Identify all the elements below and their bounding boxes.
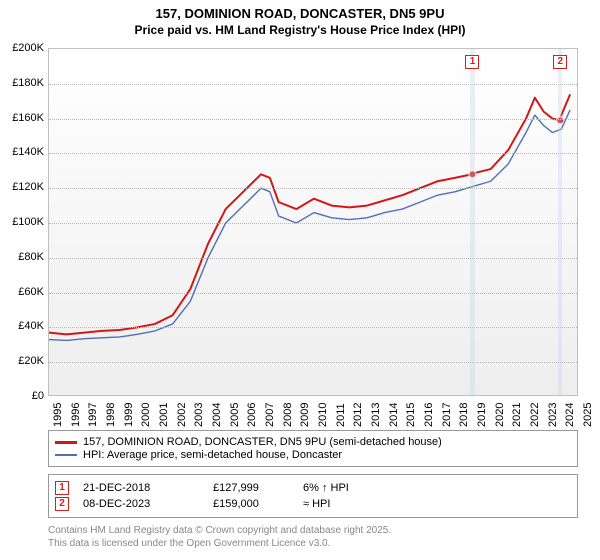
legend-swatch	[55, 454, 77, 456]
x-axis-tick-label: 1995	[52, 403, 64, 427]
x-axis-tick-label: 2020	[494, 403, 506, 427]
x-axis-tick-label: 2012	[352, 403, 364, 427]
sale-date: 08-DEC-2023	[83, 498, 213, 510]
x-axis-tick-label: 2022	[529, 403, 541, 427]
x-axis-tick-label: 2024	[564, 403, 576, 427]
y-axis-tick-label: £180K	[12, 77, 44, 89]
legend-item: 157, DOMINION ROAD, DONCASTER, DN5 9PU (…	[55, 436, 571, 448]
x-axis-tick-label: 2008	[282, 403, 294, 427]
x-axis-tick-label: 2002	[176, 403, 188, 427]
x-axis-tick-label: 2005	[229, 403, 241, 427]
x-axis-tick-label: 2010	[317, 403, 329, 427]
y-axis-tick-label: £60K	[18, 286, 44, 298]
legend-label: 157, DOMINION ROAD, DONCASTER, DN5 9PU (…	[83, 436, 442, 448]
x-axis-tick-label: 2001	[158, 403, 170, 427]
footnote-line-2: This data is licensed under the Open Gov…	[48, 537, 578, 550]
y-axis-tick-label: £40K	[18, 320, 44, 332]
x-axis-tick-label: 2015	[405, 403, 417, 427]
chart-title-line-2: Price paid vs. HM Land Registry's House …	[0, 23, 600, 37]
x-axis-tick-label: 2014	[388, 403, 400, 427]
chart-title-line-1: 157, DOMINION ROAD, DONCASTER, DN5 9PU	[0, 6, 600, 21]
x-axis-tick-label: 2011	[335, 403, 347, 427]
y-axis-tick-label: £140K	[12, 146, 44, 158]
x-axis-tick-label: 2003	[193, 403, 205, 427]
x-axis-tick-label: 2025	[582, 403, 594, 427]
sale-marker-icon: 1	[55, 481, 69, 495]
x-axis-tick-label: 1997	[87, 403, 99, 427]
x-axis-tick-label: 2007	[264, 403, 276, 427]
y-axis-tick-label: £80K	[18, 251, 44, 263]
legend-label: HPI: Average price, semi-detached house,…	[83, 449, 342, 461]
x-axis-tick-label: 2021	[511, 403, 523, 427]
sales-table: 1 21-DEC-2018 £127,999 6% ↑ HPI 2 08-DEC…	[48, 474, 578, 518]
x-axis-tick-label: 1999	[123, 403, 135, 427]
footnote-line-1: Contains HM Land Registry data © Crown c…	[48, 524, 578, 537]
y-axis-tick-label: £20K	[18, 355, 44, 367]
sale-date: 21-DEC-2018	[83, 482, 213, 494]
x-axis-tick-label: 2000	[140, 403, 152, 427]
sale-marker-icon: 1	[465, 55, 479, 69]
y-axis-tick-label: £0	[32, 390, 44, 402]
x-axis-tick-label: 2006	[246, 403, 258, 427]
y-axis-tick-label: £120K	[12, 181, 44, 193]
x-axis-tick-label: 2009	[299, 403, 311, 427]
x-axis-tick-label: 2023	[547, 403, 559, 427]
x-axis-tick-label: 2016	[423, 403, 435, 427]
chart-plot-area: 12	[48, 48, 578, 396]
table-row: 2 08-DEC-2023 £159,000 ≈ HPI	[55, 497, 571, 511]
sale-price: £127,999	[213, 482, 303, 494]
legend-swatch	[55, 441, 77, 444]
sale-vs-hpi: ≈ HPI	[303, 498, 383, 510]
sale-marker-icon: 2	[55, 497, 69, 511]
sale-price: £159,000	[213, 498, 303, 510]
x-axis-tick-label: 2019	[476, 403, 488, 427]
footnote: Contains HM Land Registry data © Crown c…	[48, 524, 578, 550]
x-axis-tick-label: 1996	[70, 403, 82, 427]
y-axis-tick-label: £160K	[12, 112, 44, 124]
y-axis-tick-label: £200K	[12, 42, 44, 54]
y-axis-tick-label: £100K	[12, 216, 44, 228]
legend-box: 157, DOMINION ROAD, DONCASTER, DN5 9PU (…	[48, 430, 578, 467]
x-axis-tick-label: 1998	[105, 403, 117, 427]
x-axis-tick-label: 2013	[370, 403, 382, 427]
table-row: 1 21-DEC-2018 £127,999 6% ↑ HPI	[55, 481, 571, 495]
x-axis-tick-label: 2017	[441, 403, 453, 427]
sale-marker-icon: 2	[553, 55, 567, 69]
sale-vs-hpi: 6% ↑ HPI	[303, 482, 383, 494]
x-axis-tick-label: 2018	[458, 403, 470, 427]
x-axis-tick-label: 2004	[211, 403, 223, 427]
legend-item: HPI: Average price, semi-detached house,…	[55, 449, 571, 461]
